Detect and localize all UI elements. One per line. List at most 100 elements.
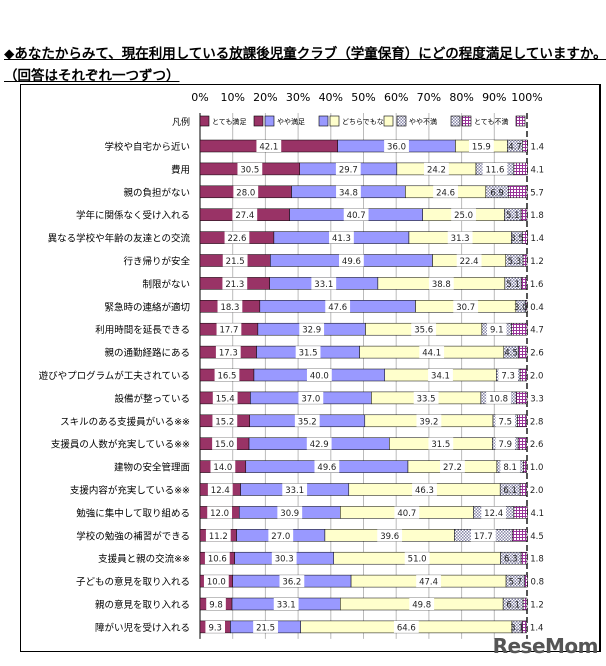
x-tick-label: 60% <box>384 91 408 104</box>
label-bg <box>295 346 321 359</box>
data-label: 1.0 <box>530 463 544 473</box>
data-label: 30.5 <box>240 165 259 175</box>
label-bg <box>217 300 243 313</box>
data-label: 22.6 <box>227 234 246 244</box>
data-label: 21.3 <box>225 280 244 290</box>
label-bg <box>212 414 238 427</box>
label-bg <box>419 346 445 359</box>
label-bg <box>256 140 282 152</box>
data-label: 7.5 <box>498 417 512 427</box>
label-bg <box>343 208 369 221</box>
label-bg <box>203 575 229 588</box>
label-bg <box>393 620 419 633</box>
data-label: 2.8 <box>530 417 544 427</box>
bar-segment-4 <box>519 368 527 382</box>
label-bg <box>495 414 516 427</box>
data-label: 5.7 <box>509 578 523 588</box>
data-label: 49.8 <box>412 601 431 611</box>
bar-segment-4 <box>517 437 527 450</box>
label-bg <box>456 254 482 267</box>
label-bg <box>409 598 435 610</box>
data-label: 42.9 <box>310 440 329 450</box>
category-label: 費用 <box>171 164 190 176</box>
label-bg <box>404 552 430 565</box>
label-bg <box>210 460 236 473</box>
data-label: 30.3 <box>275 555 294 565</box>
label-bg <box>224 231 250 244</box>
label-bg <box>299 323 325 336</box>
category-label: 行き帰りが安全 <box>123 256 190 268</box>
data-label: 1.8 <box>530 555 544 565</box>
resemom-logo: ReseMom <box>492 634 599 658</box>
category-label: スキルのある支援員がいる※※ <box>60 416 190 428</box>
label-bg <box>298 391 324 404</box>
data-label: 29.7 <box>339 165 358 175</box>
data-label: 34.1 <box>431 372 450 382</box>
label-bg <box>214 369 240 381</box>
data-label: 17.7 <box>474 532 493 542</box>
legend-swatch-1 <box>264 115 275 127</box>
legend-swatch-3 <box>396 115 407 127</box>
data-label: 5.1 <box>506 280 520 290</box>
data-label: 5.7 <box>530 188 544 198</box>
x-tick-label: 100% <box>511 91 542 104</box>
data-label: 4.1 <box>531 165 545 175</box>
label-bg <box>207 483 233 496</box>
category-label: 親の通勤経路にある <box>104 347 190 359</box>
bar-segment-4 <box>520 208 528 221</box>
label-bg <box>481 506 507 519</box>
data-label: 12.4 <box>211 486 230 496</box>
data-label: 30.9 <box>280 509 299 519</box>
data-label: 4.1 <box>531 509 545 519</box>
category-label: 建物の安全管理面 <box>114 462 190 474</box>
category-label: 親の意見を取り入れる <box>95 599 190 611</box>
category-label: 利用時間を延長できる <box>95 324 190 336</box>
legend-swatch-0 <box>199 115 210 127</box>
bar-segment-4 <box>517 414 527 428</box>
bar-segment-4 <box>512 529 528 542</box>
data-label: 17.3 <box>219 349 238 359</box>
bar-segment-4 <box>513 506 528 519</box>
x-tick-label: 70% <box>417 91 441 104</box>
label-bg <box>336 185 361 198</box>
category-label: 異なる学校や年齢の友達との交流 <box>48 233 191 245</box>
data-label: 24.6 <box>436 188 455 198</box>
data-label: 49.6 <box>342 257 361 267</box>
bar-segment-4 <box>522 254 528 267</box>
x-tick-label: 80% <box>449 91 473 104</box>
data-label: 15.0 <box>215 440 234 450</box>
legend-swatch-end-0 <box>253 115 264 127</box>
x-tick-label: 20% <box>253 91 277 104</box>
label-bg <box>495 437 516 450</box>
legend-item: とても不満 <box>474 118 508 126</box>
legend-item: どちらでもない <box>342 118 391 126</box>
label-bg <box>453 300 479 313</box>
data-label: 16.5 <box>218 372 237 382</box>
data-label: 30.7 <box>456 303 475 313</box>
data-label: 1.4 <box>531 143 545 153</box>
bar-segment-4 <box>523 460 527 473</box>
data-label: 6.1 <box>506 601 520 611</box>
label-bg <box>216 323 242 336</box>
label-bg <box>212 437 237 450</box>
data-label: 38.8 <box>432 280 451 290</box>
bar-segment-4 <box>518 345 528 359</box>
label-bg <box>222 277 248 290</box>
data-label: 47.6 <box>328 303 347 313</box>
legend-swatch-end-1 <box>318 115 329 127</box>
chart-subtitle: （回答はそれぞれ一つずつ） <box>4 68 180 84</box>
data-label: 2.0 <box>530 486 544 496</box>
category-label: 学年に関係なく受け入れる <box>76 210 190 222</box>
data-label: 51.0 <box>408 555 427 565</box>
category-label: 子どもの意見を取り入れる <box>76 576 190 588</box>
label-bg <box>306 437 332 450</box>
label-bg <box>314 460 340 473</box>
data-label: 10.8 <box>489 394 508 404</box>
label-bg <box>451 208 476 221</box>
data-label: 21.5 <box>226 257 245 267</box>
data-label: 40.7 <box>347 211 366 221</box>
label-bg <box>335 162 361 175</box>
data-label: 64.6 <box>397 623 416 633</box>
data-label: 14.0 <box>213 463 232 473</box>
